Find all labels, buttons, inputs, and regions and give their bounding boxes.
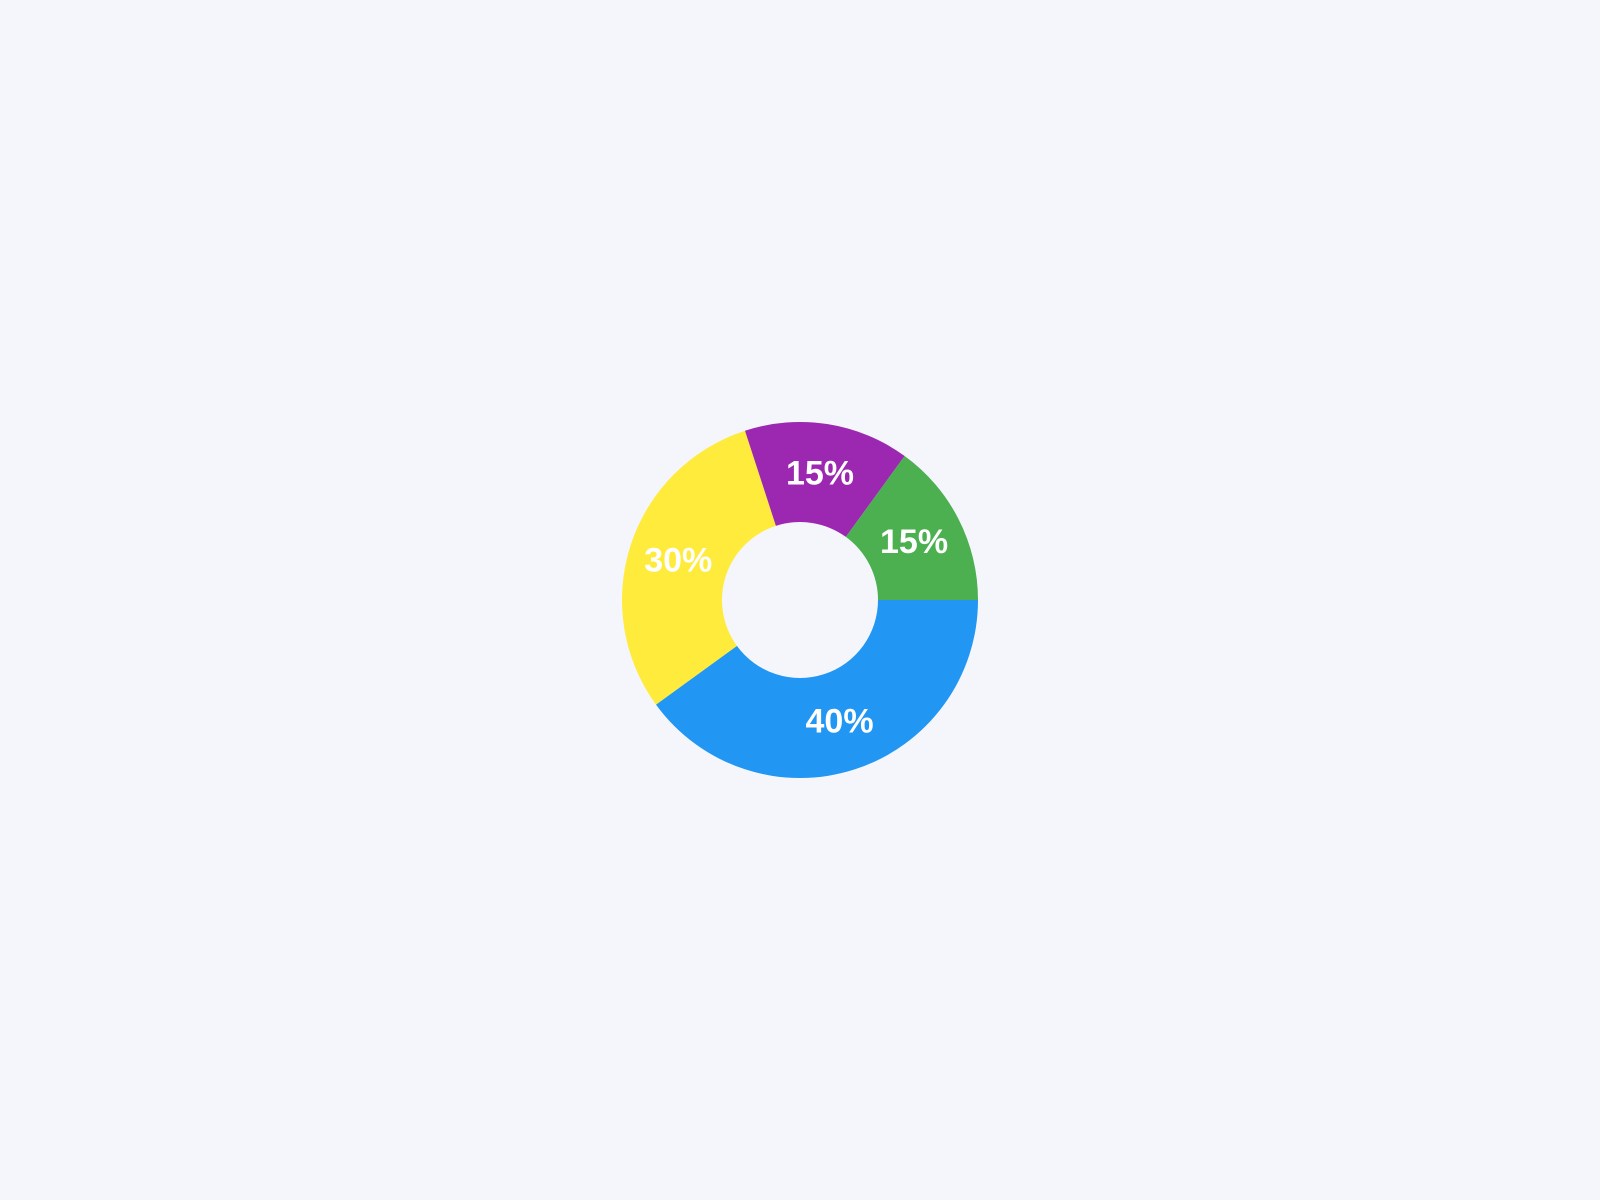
pie-slice-purple[interactable] xyxy=(744,421,905,537)
pie-slice-green[interactable] xyxy=(845,455,978,600)
pie-slice-blue[interactable] xyxy=(655,600,978,779)
pie-slice-yellow[interactable] xyxy=(621,430,776,705)
